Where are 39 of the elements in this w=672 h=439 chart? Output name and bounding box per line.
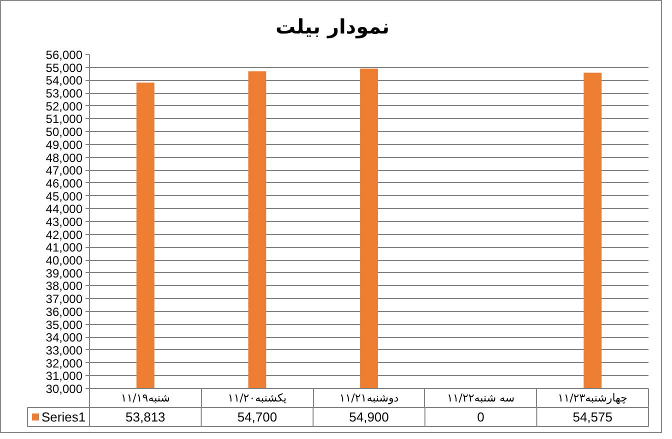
x-tick-label: یکشنبه۱۱/۲۰ (228, 392, 287, 404)
data-label: 54,575 (572, 410, 612, 424)
y-tick-label: 52,000 (46, 99, 83, 114)
y-tick-label: 42,000 (46, 228, 83, 242)
y-tick-label: 51,000 (46, 112, 83, 126)
data-label: 53,813 (126, 410, 166, 424)
x-tick-label: دوشنبه۱۱/۲۱ (339, 392, 399, 404)
y-tick-label: 40,000 (46, 254, 83, 268)
y-tick-label: 33,000 (46, 343, 83, 358)
y-tick-label: 46,000 (46, 176, 83, 190)
text: 0 (477, 410, 484, 424)
y-tick-label: 34,000 (46, 330, 83, 345)
y-tick-label: 32,000 (46, 356, 83, 370)
y-tick-label: 39,000 (46, 266, 83, 280)
y-tick-label: 55,000 (46, 60, 83, 75)
y-tick-label: 45,000 (46, 189, 83, 204)
x-tick-label: سه شنبه۱۱/۲۲ (446, 392, 515, 404)
legend-label: Series1 (42, 410, 86, 424)
data-label: 54,700 (237, 410, 278, 424)
y-tick-label: 56,000 (46, 48, 83, 62)
chart-title: نمودار بیلت (275, 14, 390, 38)
y-tick-label: 49,000 (46, 138, 83, 152)
y-tick-label: 47,000 (46, 164, 83, 178)
y-tick-label: 30,000 (46, 382, 83, 396)
y-tick-label: 44,000 (46, 202, 83, 216)
y-tick-label: 54,000 (46, 74, 83, 88)
y-tick-label: 53,000 (46, 86, 83, 101)
y-tick-label: 31,000 (46, 369, 83, 384)
y-tick-label: 41,000 (46, 240, 83, 255)
y-tick-label: 35,000 (46, 318, 83, 332)
data-label: 54,900 (349, 410, 389, 424)
y-tick-label: 37,000 (46, 292, 83, 306)
x-tick-label: چهارشنبه۱۱/۲۳ (558, 392, 628, 404)
y-tick-label: 50,000 (46, 125, 83, 140)
y-tick-label: 38,000 (46, 279, 83, 294)
y-tick-label: 48,000 (46, 150, 83, 165)
y-tick-label: 43,000 (46, 215, 83, 229)
y-tick-label: 36,000 (46, 304, 83, 319)
x-tick-label: شنبه۱۱/۱۹ (120, 392, 170, 404)
